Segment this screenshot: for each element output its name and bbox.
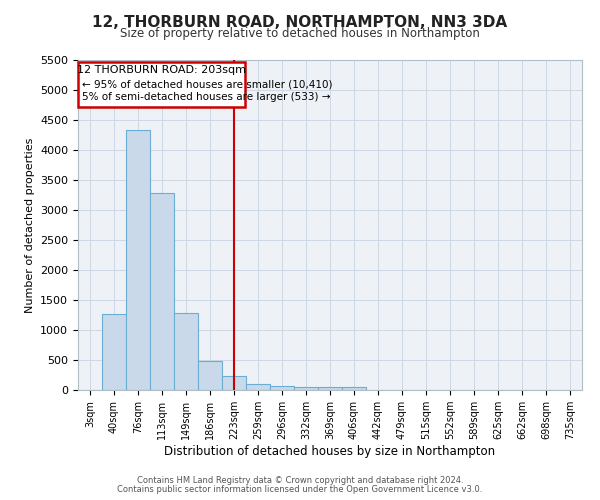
- Text: Size of property relative to detached houses in Northampton: Size of property relative to detached ho…: [120, 28, 480, 40]
- FancyBboxPatch shape: [78, 62, 245, 107]
- Bar: [270, 386, 294, 390]
- Bar: [174, 313, 198, 390]
- Bar: [150, 193, 174, 390]
- Bar: [246, 384, 270, 390]
- Bar: [342, 387, 366, 390]
- Bar: [294, 387, 318, 390]
- Bar: [222, 376, 246, 390]
- Bar: [318, 387, 342, 390]
- Text: Contains public sector information licensed under the Open Government Licence v3: Contains public sector information licen…: [118, 484, 482, 494]
- Bar: [198, 360, 222, 390]
- Text: 12, THORBURN ROAD, NORTHAMPTON, NN3 3DA: 12, THORBURN ROAD, NORTHAMPTON, NN3 3DA: [92, 15, 508, 30]
- Bar: [126, 130, 150, 390]
- Text: 5% of semi-detached houses are larger (533) →: 5% of semi-detached houses are larger (5…: [82, 92, 330, 102]
- Text: Contains HM Land Registry data © Crown copyright and database right 2024.: Contains HM Land Registry data © Crown c…: [137, 476, 463, 485]
- Text: 12 THORBURN ROAD: 203sqm: 12 THORBURN ROAD: 203sqm: [77, 65, 246, 75]
- X-axis label: Distribution of detached houses by size in Northampton: Distribution of detached houses by size …: [164, 445, 496, 458]
- Text: ← 95% of detached houses are smaller (10,410): ← 95% of detached houses are smaller (10…: [82, 80, 332, 90]
- Bar: [102, 314, 126, 390]
- Y-axis label: Number of detached properties: Number of detached properties: [25, 138, 35, 312]
